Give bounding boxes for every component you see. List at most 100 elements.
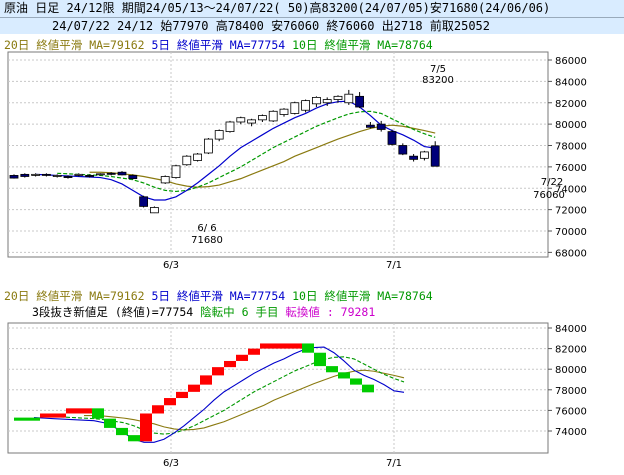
brick	[236, 354, 248, 361]
candle-body	[214, 130, 224, 140]
candle-body	[355, 95, 365, 108]
y-tick-label: 76000	[555, 406, 587, 417]
candle-body	[225, 121, 235, 133]
candle-body	[409, 155, 419, 160]
brick	[260, 343, 302, 349]
candle-body	[117, 171, 127, 176]
candle-body	[290, 102, 300, 114]
ma-legend: 20日 終値平滑 MA=79162 5日 終値平滑 MA=77754 10日 終…	[4, 38, 433, 52]
header-title: 原油 日足 24/12限 期間24/05/13～24/07/22( 50)高83…	[4, 1, 551, 15]
brick	[116, 427, 128, 436]
legend-ma20: 20日 終値平滑 MA=79162	[4, 38, 145, 52]
brick	[140, 413, 152, 442]
candle-body	[149, 207, 159, 214]
legend-ma10: 10日 終値平滑 MA=78764	[285, 289, 433, 303]
brick	[200, 375, 212, 385]
y-tick-label: 80000	[555, 365, 587, 376]
brick	[188, 384, 200, 392]
ma-legend: 20日 終値平滑 MA=79162 5日 終値平滑 MA=77754 10日 終…	[4, 289, 433, 303]
candle-body	[247, 119, 257, 124]
x-tick-label: 6/3	[163, 260, 179, 271]
lower-method: 3段抜き新値足 (終値)=77754	[32, 305, 193, 319]
plot-frame	[7, 322, 549, 454]
lower-ma5-line	[33, 346, 405, 443]
candle-body	[376, 123, 386, 130]
last-value-label: 76060	[533, 190, 565, 201]
lower-info-line: 3段抜き新値足 (終値)=77754 陰転中 6 手目 転換値 : 79281	[32, 305, 375, 319]
candle-body	[182, 155, 192, 166]
x-tick-label: 7/1	[386, 458, 402, 469]
lower-ma10-line	[53, 356, 405, 435]
candle-body	[74, 173, 84, 176]
brick	[14, 417, 40, 421]
brick	[362, 384, 374, 393]
y-tick-label: 82000	[555, 345, 587, 356]
last-date-label: 7/22	[541, 177, 563, 188]
y-tick-label: 72000	[555, 206, 587, 217]
candle-body	[279, 108, 289, 115]
candle-body	[106, 172, 116, 175]
candle-body	[9, 175, 19, 179]
candle-body	[139, 196, 149, 207]
plot-frame	[7, 51, 549, 258]
lower-state: 陰転中	[193, 305, 234, 319]
low-value-label: 71680	[191, 235, 223, 246]
candle-body	[203, 138, 213, 154]
candle-body	[398, 145, 408, 155]
brick	[176, 391, 188, 399]
y-tick-label: 68000	[555, 248, 587, 259]
candle-body	[85, 175, 94, 177]
y-tick-label: 74000	[555, 427, 587, 438]
candle-body	[52, 175, 62, 177]
brick	[338, 372, 350, 379]
y-tick-label: 70000	[555, 227, 587, 238]
candle-body	[193, 153, 203, 161]
lower-reversal: 転換値 : 79281	[278, 305, 375, 319]
brick	[66, 408, 92, 414]
high-value-label: 83200	[422, 75, 454, 86]
header-quote: 24/07/22 24/12 始77970 高78400 安76060 終760…	[52, 19, 491, 33]
brick	[314, 352, 326, 367]
candle-body	[128, 175, 138, 180]
y-tick-label: 82000	[555, 99, 587, 110]
candle-body	[63, 176, 73, 178]
brick	[128, 435, 140, 442]
brick	[104, 418, 116, 428]
legend-ma10: 10日 終値平滑 MA=78764	[285, 38, 433, 52]
brick	[326, 366, 338, 373]
brick	[40, 413, 66, 418]
x-tick-label: 6/3	[163, 458, 179, 469]
candle-body	[311, 97, 321, 105]
brick	[92, 408, 104, 419]
y-tick-label: 78000	[555, 142, 587, 153]
brick	[248, 348, 260, 355]
candle-body	[236, 117, 246, 123]
legend-ma5: 5日 終値平滑 MA=77754	[145, 289, 286, 303]
candle-body	[31, 173, 41, 176]
candle-body	[268, 110, 278, 122]
candle-body	[301, 100, 311, 111]
candle-body	[365, 124, 375, 128]
y-tick-label: 80000	[555, 120, 587, 131]
candle-body	[344, 93, 354, 104]
brick	[302, 343, 314, 353]
candle-body	[20, 173, 30, 177]
brick	[350, 378, 362, 385]
brick	[152, 405, 164, 414]
candle-body	[322, 99, 332, 104]
candle-body	[96, 173, 105, 176]
ma5-line	[35, 100, 436, 201]
x-tick-label: 7/1	[386, 260, 402, 271]
brick	[164, 398, 176, 406]
header-bar-quote: 24/07/22 24/12 始77970 高78400 安76060 終760…	[0, 18, 624, 34]
y-tick-label: 76000	[555, 163, 587, 174]
high-date-label: 7/5	[430, 64, 446, 75]
lower-steps: 6 手目	[235, 305, 279, 319]
candle-body	[171, 165, 181, 178]
y-tick-label: 86000	[555, 56, 587, 67]
y-tick-label: 78000	[555, 386, 587, 397]
candle-body	[333, 95, 343, 100]
ma10-line	[57, 110, 436, 193]
candle-body	[257, 115, 267, 121]
candle-body	[42, 173, 51, 176]
